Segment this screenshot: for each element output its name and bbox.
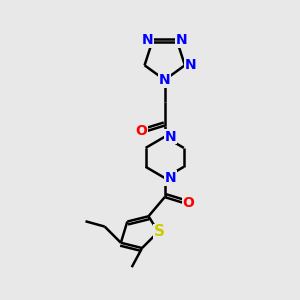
Text: N: N [165,130,176,144]
Text: O: O [182,196,194,210]
Text: N: N [142,33,154,47]
Text: N: N [184,58,196,72]
Text: N: N [176,33,188,47]
Text: S: S [154,224,165,239]
Text: N: N [165,171,176,185]
Text: O: O [135,124,147,138]
Text: N: N [159,73,170,87]
